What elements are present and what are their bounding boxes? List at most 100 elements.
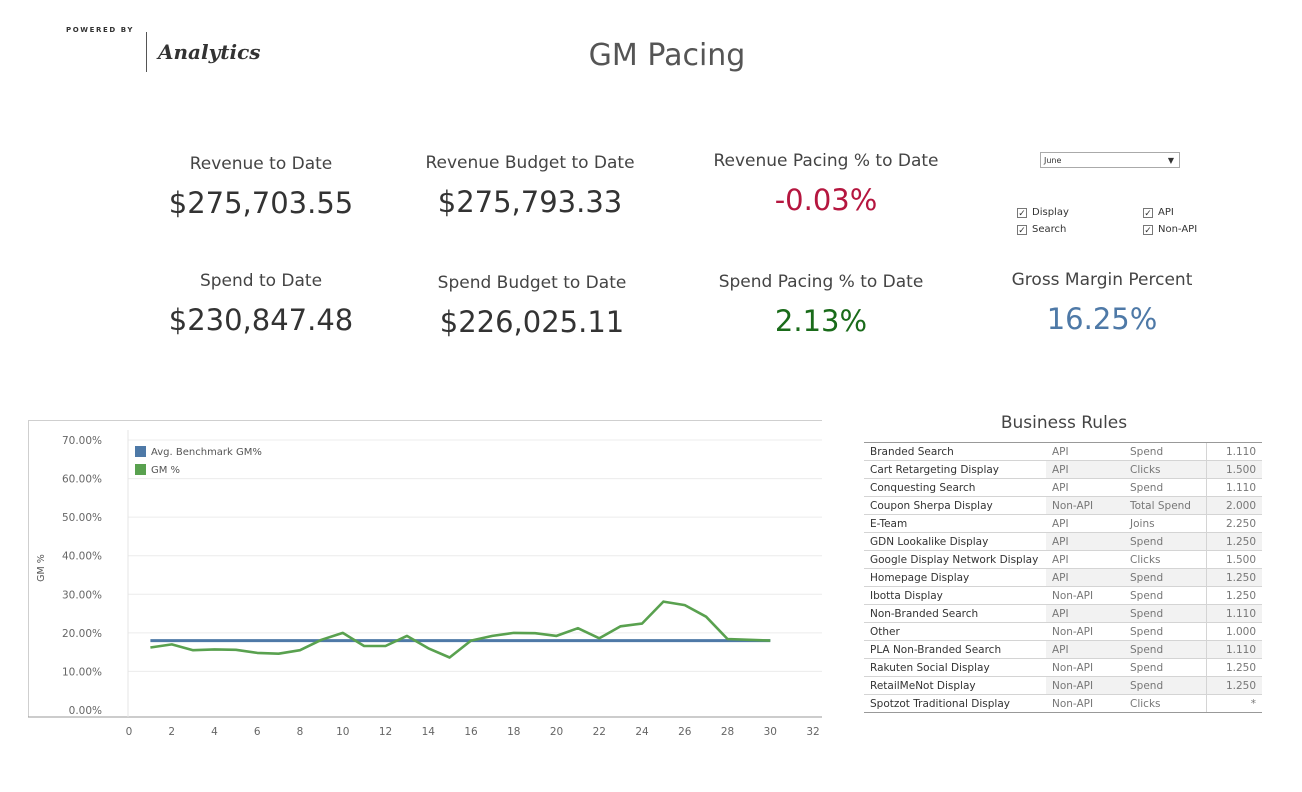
x-tick-label: 24 xyxy=(635,726,649,738)
rule-type-cell: Non-API xyxy=(1046,496,1124,515)
y-axis-title: GM % xyxy=(36,554,47,582)
revenue-to-date-value: $275,703.55 xyxy=(168,186,354,220)
rule-name-cell: Rakuten Social Display xyxy=(864,658,1046,677)
analytics-logo: Analytics xyxy=(158,40,261,64)
checkbox-non-api[interactable]: ✓ Non-API xyxy=(1143,224,1198,236)
rule-type-cell: API xyxy=(1046,514,1124,533)
table-row: Other Non-API Spend 1.000 xyxy=(864,622,1262,641)
x-tick-label: 8 xyxy=(297,726,304,738)
legend-swatch xyxy=(135,446,146,457)
legend-label: GM % xyxy=(151,465,180,476)
rule-name-cell: RetailMeNot Display xyxy=(864,676,1046,695)
legend-label: Avg. Benchmark GM% xyxy=(151,447,262,458)
rule-name-cell: Spotzot Traditional Display xyxy=(864,694,1046,713)
rule-metric-cell: Spend xyxy=(1124,604,1207,623)
rule-multiplier-cell: 1.250 xyxy=(1206,676,1262,695)
y-tick-label: 40.00% xyxy=(62,551,102,563)
x-tick-label: 26 xyxy=(678,726,692,738)
rule-name-cell: Non-Branded Search xyxy=(864,604,1046,623)
check-icon: ✓ xyxy=(1017,207,1027,219)
rule-multiplier-cell: 2.250 xyxy=(1206,514,1262,533)
rule-type-cell: API xyxy=(1046,640,1124,659)
revenue-budget-label: Revenue Budget to Date xyxy=(425,153,635,173)
table-row: Ibotta Display Non-API Spend 1.250 xyxy=(864,586,1262,605)
month-select[interactable]: June ▼ xyxy=(1040,152,1180,168)
rule-type-cell: Non-API xyxy=(1046,694,1124,713)
checkbox-label: Display xyxy=(1032,207,1069,218)
checkbox-display[interactable]: ✓ Display xyxy=(1017,207,1069,219)
logo-divider xyxy=(146,32,147,72)
rule-type-cell: Non-API xyxy=(1046,586,1124,605)
rule-multiplier-cell: 1.500 xyxy=(1206,460,1262,479)
caret-down-icon: ▼ xyxy=(1167,156,1174,165)
spend-pacing-value: 2.13% xyxy=(774,304,868,338)
rule-multiplier-cell: 1.250 xyxy=(1206,586,1262,605)
rule-metric-cell: Clicks xyxy=(1124,460,1207,479)
y-tick-label: 50.00% xyxy=(62,512,102,524)
table-row: Coupon Sherpa Display Non-API Total Spend 2… xyxy=(864,496,1262,515)
x-tick-label: 22 xyxy=(593,726,606,738)
table-row: Cart Retargeting Display API Clicks 1.500 xyxy=(864,460,1262,479)
rule-metric-cell: Spend xyxy=(1124,676,1207,695)
x-tick-label: 20 xyxy=(550,726,563,738)
rule-name-cell: Branded Search xyxy=(864,442,1046,461)
rule-multiplier-cell: 1.110 xyxy=(1206,442,1262,461)
y-tick-label: 10.00% xyxy=(62,666,102,678)
checkbox-api[interactable]: ✓ API xyxy=(1143,207,1174,219)
rule-multiplier-cell: 1.250 xyxy=(1206,658,1262,677)
rule-multiplier-cell: 1.110 xyxy=(1206,604,1262,623)
revenue-pacing-value: -0.03% xyxy=(774,183,878,217)
rule-type-cell: API xyxy=(1046,460,1124,479)
rule-metric-cell: Spend xyxy=(1124,532,1207,551)
spend-budget-value: $226,025.11 xyxy=(439,305,625,339)
rule-name-cell: Homepage Display xyxy=(864,568,1046,587)
x-tick-label: 4 xyxy=(211,726,218,738)
x-tick-label: 10 xyxy=(336,726,349,738)
checkbox-label: API xyxy=(1158,207,1174,218)
rule-metric-cell: Spend xyxy=(1124,622,1207,641)
x-tick-label: 12 xyxy=(379,726,392,738)
rule-metric-cell: Spend xyxy=(1124,586,1207,605)
rule-metric-cell: Joins xyxy=(1124,514,1207,533)
rule-multiplier-cell: 1.500 xyxy=(1206,550,1262,569)
revenue-budget-value: $275,793.33 xyxy=(437,185,623,219)
x-tick-label: 32 xyxy=(806,726,819,738)
x-tick-label: 2 xyxy=(168,726,175,738)
spend-to-date-label: Spend to Date xyxy=(199,271,323,291)
table-row: Homepage Display API Spend 1.250 xyxy=(864,568,1262,587)
rule-metric-cell: Spend xyxy=(1124,658,1207,677)
rule-multiplier-cell: 2.000 xyxy=(1206,496,1262,515)
rule-name-cell: Ibotta Display xyxy=(864,586,1046,605)
rule-name-cell: GDN Lookalike Display xyxy=(864,532,1046,551)
gross-margin-value: 16.25% xyxy=(1046,302,1158,336)
rule-multiplier-cell: 1.250 xyxy=(1206,532,1262,551)
rule-name-cell: Conquesting Search xyxy=(864,478,1046,497)
x-tick-label: 18 xyxy=(507,726,520,738)
gross-margin-label: Gross Margin Percent xyxy=(1011,270,1193,290)
checkbox-search[interactable]: ✓ Search xyxy=(1017,224,1066,236)
rule-name-cell: Google Display Network Display xyxy=(864,550,1046,569)
rule-type-cell: API xyxy=(1046,604,1124,623)
page-title: GM Pacing xyxy=(588,38,746,73)
rule-metric-cell: Clicks xyxy=(1124,550,1207,569)
rule-type-cell: API xyxy=(1046,550,1124,569)
y-tick-label: 0.00% xyxy=(69,705,102,717)
table-row: Spotzot Traditional Display Non-API Clicks… xyxy=(864,694,1262,713)
x-tick-label: 16 xyxy=(464,726,478,738)
rule-type-cell: Non-API xyxy=(1046,676,1124,695)
rule-name-cell: PLA Non-Branded Search xyxy=(864,640,1046,659)
table-row: Rakuten Social Display Non-API Spend 1.250 xyxy=(864,658,1262,677)
y-tick-label: 60.00% xyxy=(62,474,102,486)
rule-metric-cell: Total Spend xyxy=(1124,496,1207,515)
business-rules-table: Branded Search API Spend 1.110 Cart Retarget… xyxy=(864,442,1262,713)
x-tick-label: 6 xyxy=(254,726,261,738)
x-tick-label: 0 xyxy=(126,726,133,738)
rule-type-cell: Non-API xyxy=(1046,658,1124,677)
y-tick-label: 20.00% xyxy=(62,628,102,640)
table-row: E-Team API Joins 2.250 xyxy=(864,514,1262,533)
rule-name-cell: Coupon Sherpa Display xyxy=(864,496,1046,515)
check-icon: ✓ xyxy=(1017,224,1027,236)
rule-type-cell: API xyxy=(1046,568,1124,587)
table-row: RetailMeNot Display Non-API Spend 1.250 xyxy=(864,676,1262,695)
checkbox-label: Non-API xyxy=(1158,224,1198,235)
